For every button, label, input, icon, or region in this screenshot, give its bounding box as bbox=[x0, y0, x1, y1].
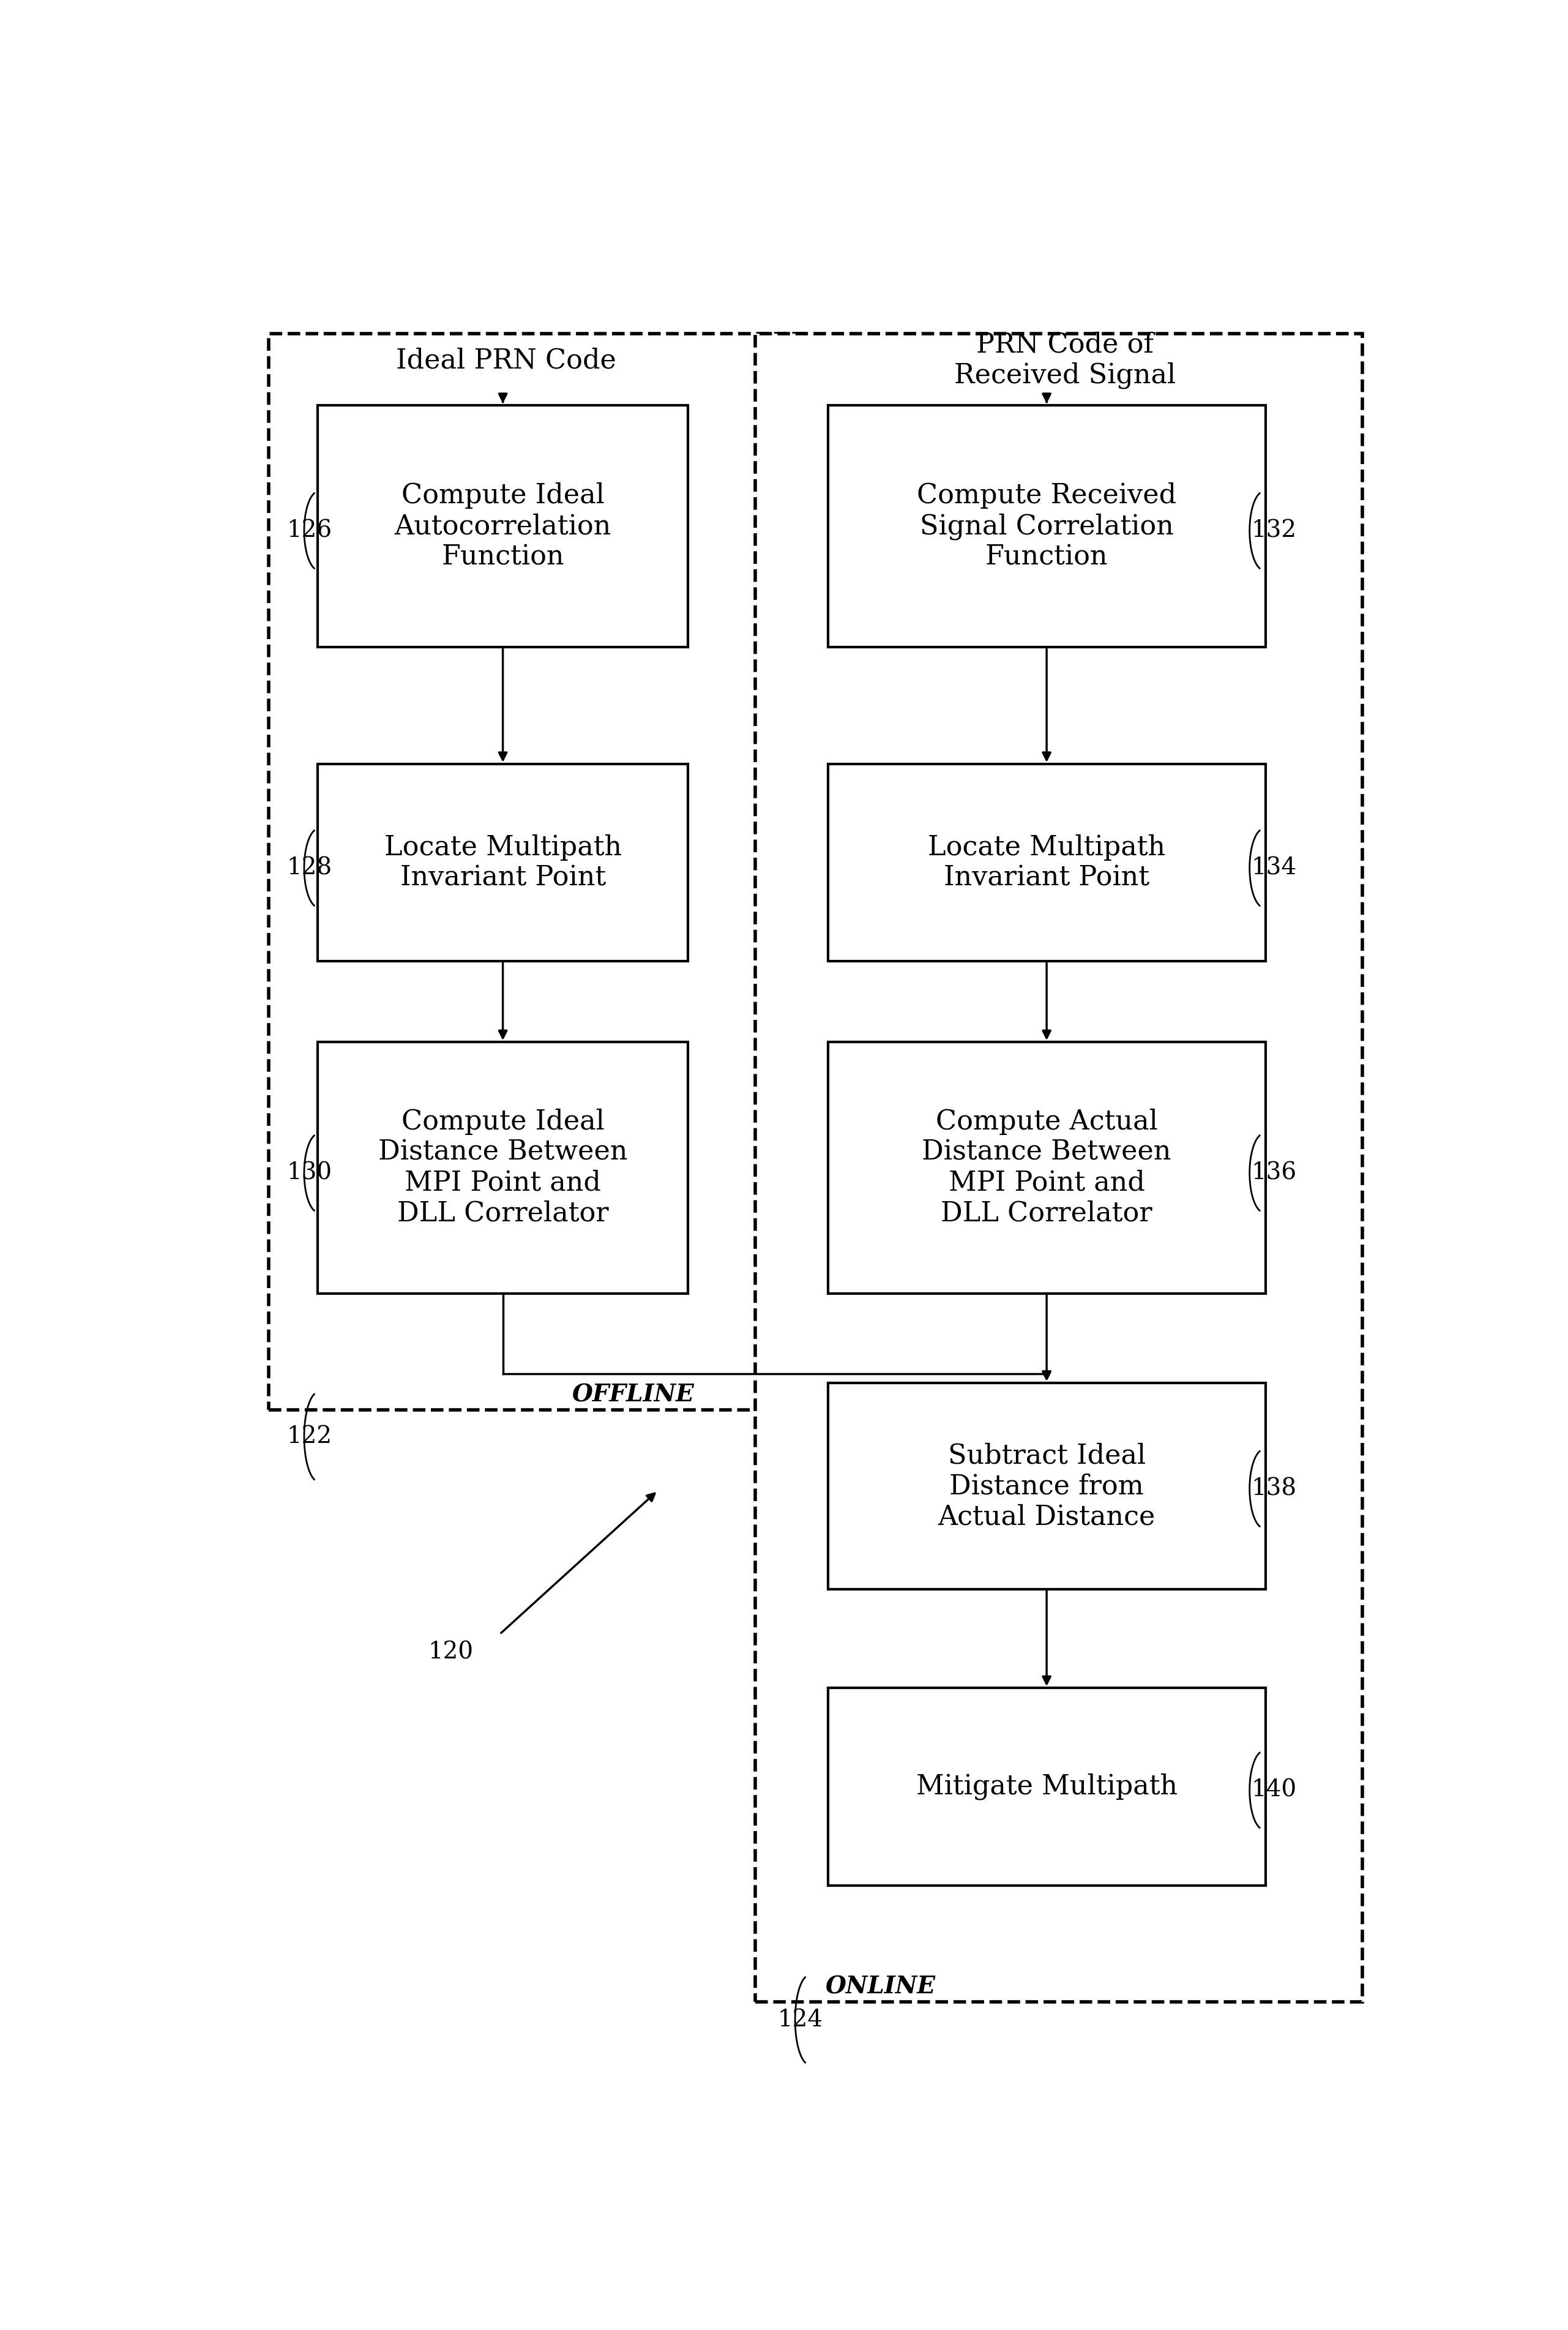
Text: 136: 136 bbox=[1251, 1163, 1297, 1184]
Bar bbox=[317, 764, 688, 962]
Text: Compute Ideal
Autocorrelation
Function: Compute Ideal Autocorrelation Function bbox=[395, 482, 612, 571]
Text: Mitigate Multipath: Mitigate Multipath bbox=[916, 1773, 1178, 1801]
Bar bbox=[317, 1042, 688, 1293]
Bar bbox=[828, 1384, 1265, 1589]
Text: 130: 130 bbox=[287, 1163, 332, 1184]
Text: 122: 122 bbox=[287, 1426, 332, 1449]
Text: Locate Multipath
Invariant Point: Locate Multipath Invariant Point bbox=[384, 834, 621, 890]
Bar bbox=[756, 333, 1363, 2001]
Bar bbox=[270, 333, 809, 1410]
Text: 140: 140 bbox=[1251, 1778, 1297, 1801]
Text: Compute Actual
Distance Between
MPI Point and
DLL Correlator: Compute Actual Distance Between MPI Poin… bbox=[922, 1109, 1171, 1228]
Text: Locate Multipath
Invariant Point: Locate Multipath Invariant Point bbox=[928, 834, 1165, 890]
Text: 124: 124 bbox=[778, 2008, 823, 2032]
Text: 132: 132 bbox=[1251, 520, 1297, 543]
Bar bbox=[828, 1042, 1265, 1293]
Text: ONLINE: ONLINE bbox=[825, 1976, 936, 1999]
Text: 128: 128 bbox=[287, 857, 332, 878]
Text: Compute Ideal
Distance Between
MPI Point and
DLL Correlator: Compute Ideal Distance Between MPI Point… bbox=[378, 1109, 627, 1228]
Text: Compute Received
Signal Correlation
Function: Compute Received Signal Correlation Func… bbox=[917, 482, 1176, 571]
Bar bbox=[828, 405, 1265, 648]
Bar bbox=[828, 1687, 1265, 1885]
Bar bbox=[828, 764, 1265, 962]
Bar bbox=[317, 405, 688, 648]
Text: 138: 138 bbox=[1251, 1477, 1297, 1501]
Text: Ideal PRN Code: Ideal PRN Code bbox=[395, 347, 616, 373]
Text: 126: 126 bbox=[287, 520, 332, 543]
Text: 120: 120 bbox=[428, 1640, 474, 1664]
Text: 134: 134 bbox=[1251, 857, 1297, 878]
Text: PRN Code of
Received Signal: PRN Code of Received Signal bbox=[953, 331, 1176, 389]
Text: Subtract Ideal
Distance from
Actual Distance: Subtract Ideal Distance from Actual Dist… bbox=[938, 1442, 1156, 1531]
Text: OFFLINE: OFFLINE bbox=[572, 1384, 695, 1407]
